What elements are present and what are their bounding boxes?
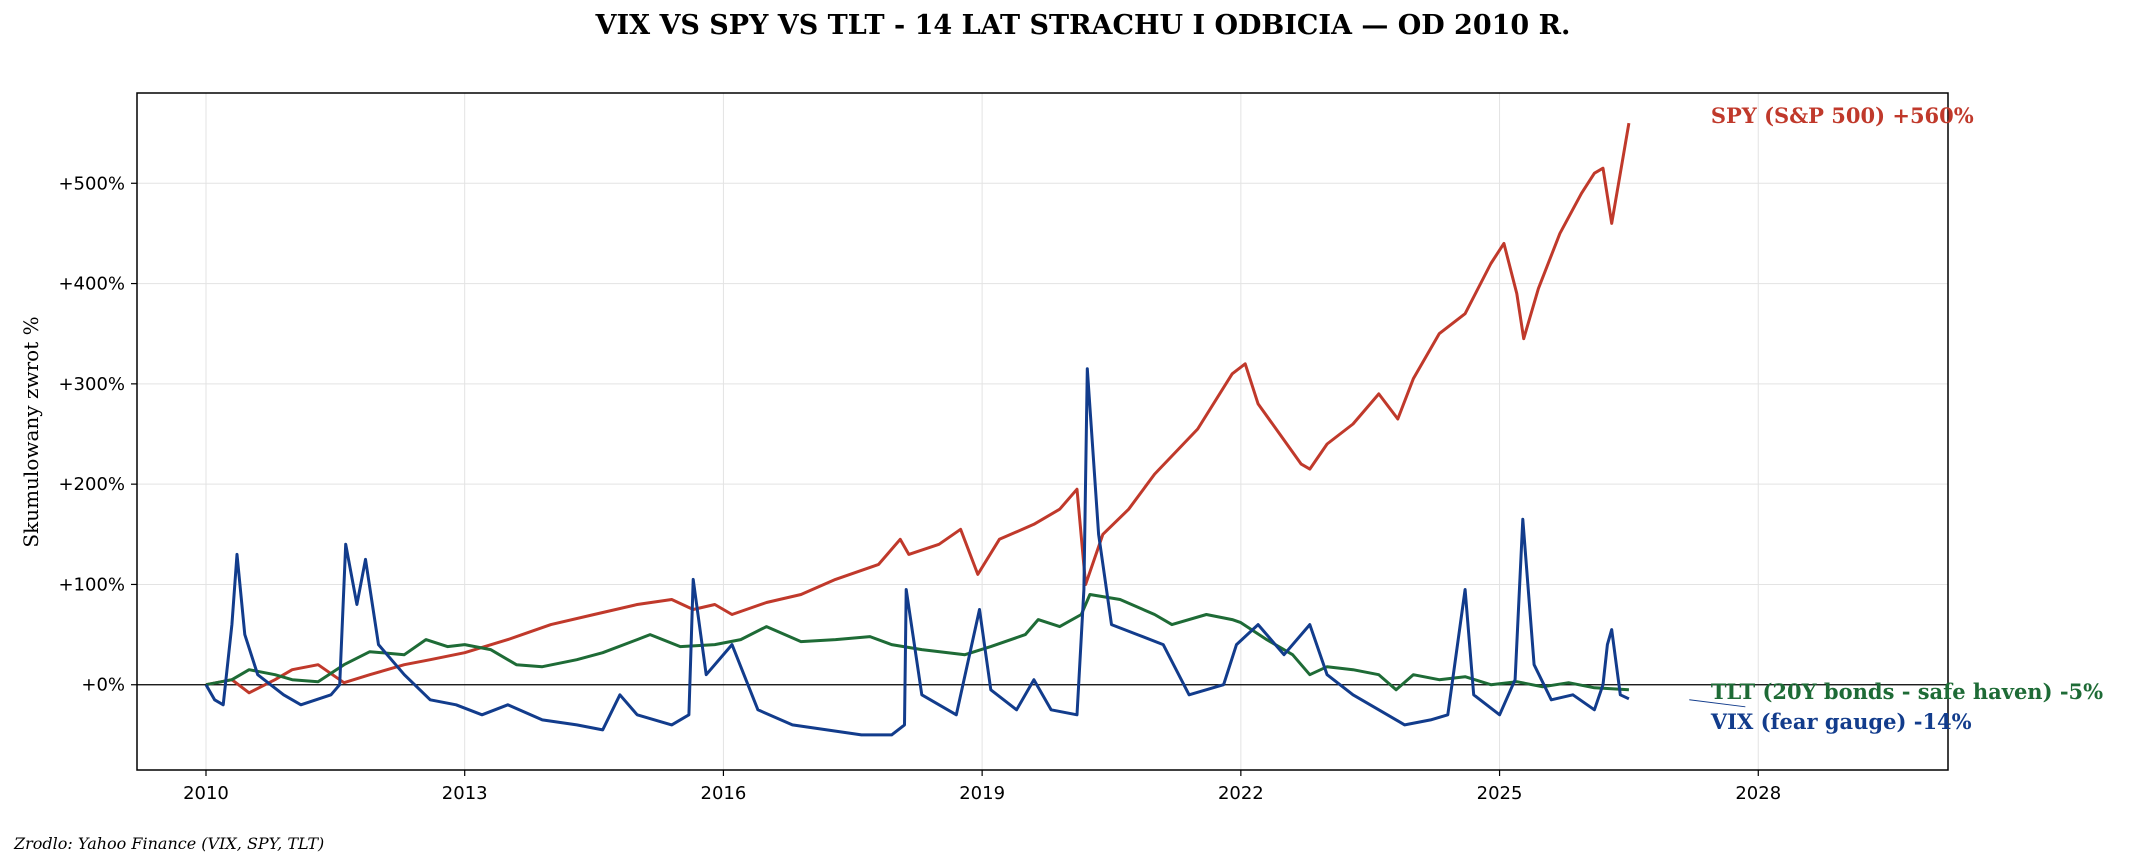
- series-lines: [204, 122, 1631, 737]
- x-axis-ticks: 2010 2013 2016 2019 2022 2025 2028: [183, 770, 1781, 804]
- x-tick-label: 2022: [1218, 783, 1264, 804]
- series-line: [205, 122, 1631, 695]
- series-end-label: VIX (fear gauge) -14%: [1710, 709, 1972, 734]
- y-tick-label: +100%: [58, 574, 125, 595]
- series-end-label: TLT (20Y bonds - safe haven) -5%: [1711, 679, 2103, 704]
- y-tick-label: +300%: [58, 374, 125, 395]
- plot-frame: [136, 92, 1949, 771]
- series-end-labels: SPY (S&P 500) +560% TLT (20Y bonds - safe…: [1689, 103, 2103, 734]
- series-line: [205, 593, 1629, 692]
- y-axis-ticks: +0% +100% +200% +300% +400% +500%: [58, 173, 137, 696]
- y-axis-label: Skumulowany zwrot %: [19, 316, 43, 547]
- grid: [137, 93, 1948, 770]
- y-tick-label: +0%: [81, 675, 125, 696]
- y-tick-label: +400%: [58, 274, 125, 295]
- series-line: [204, 367, 1630, 737]
- series-end-label: SPY (S&P 500) +560%: [1711, 103, 1974, 128]
- y-tick-label: +200%: [58, 474, 125, 495]
- x-tick-label: 2025: [1477, 783, 1523, 804]
- label-leader-line: [1689, 699, 1746, 708]
- x-tick-label: 2010: [183, 783, 229, 804]
- chart-title: VIX VS SPY VS TLT - 14 LAT STRACHU I ODB…: [595, 10, 1571, 41]
- x-tick-label: 2028: [1735, 783, 1781, 804]
- x-tick-label: 2016: [701, 783, 747, 804]
- x-tick-label: 2013: [442, 783, 488, 804]
- source-note: Zrodlo: Yahoo Finance (VIX, SPY, TLT): [13, 834, 324, 853]
- x-tick-label: 2019: [959, 783, 1005, 804]
- y-tick-label: +500%: [58, 173, 125, 194]
